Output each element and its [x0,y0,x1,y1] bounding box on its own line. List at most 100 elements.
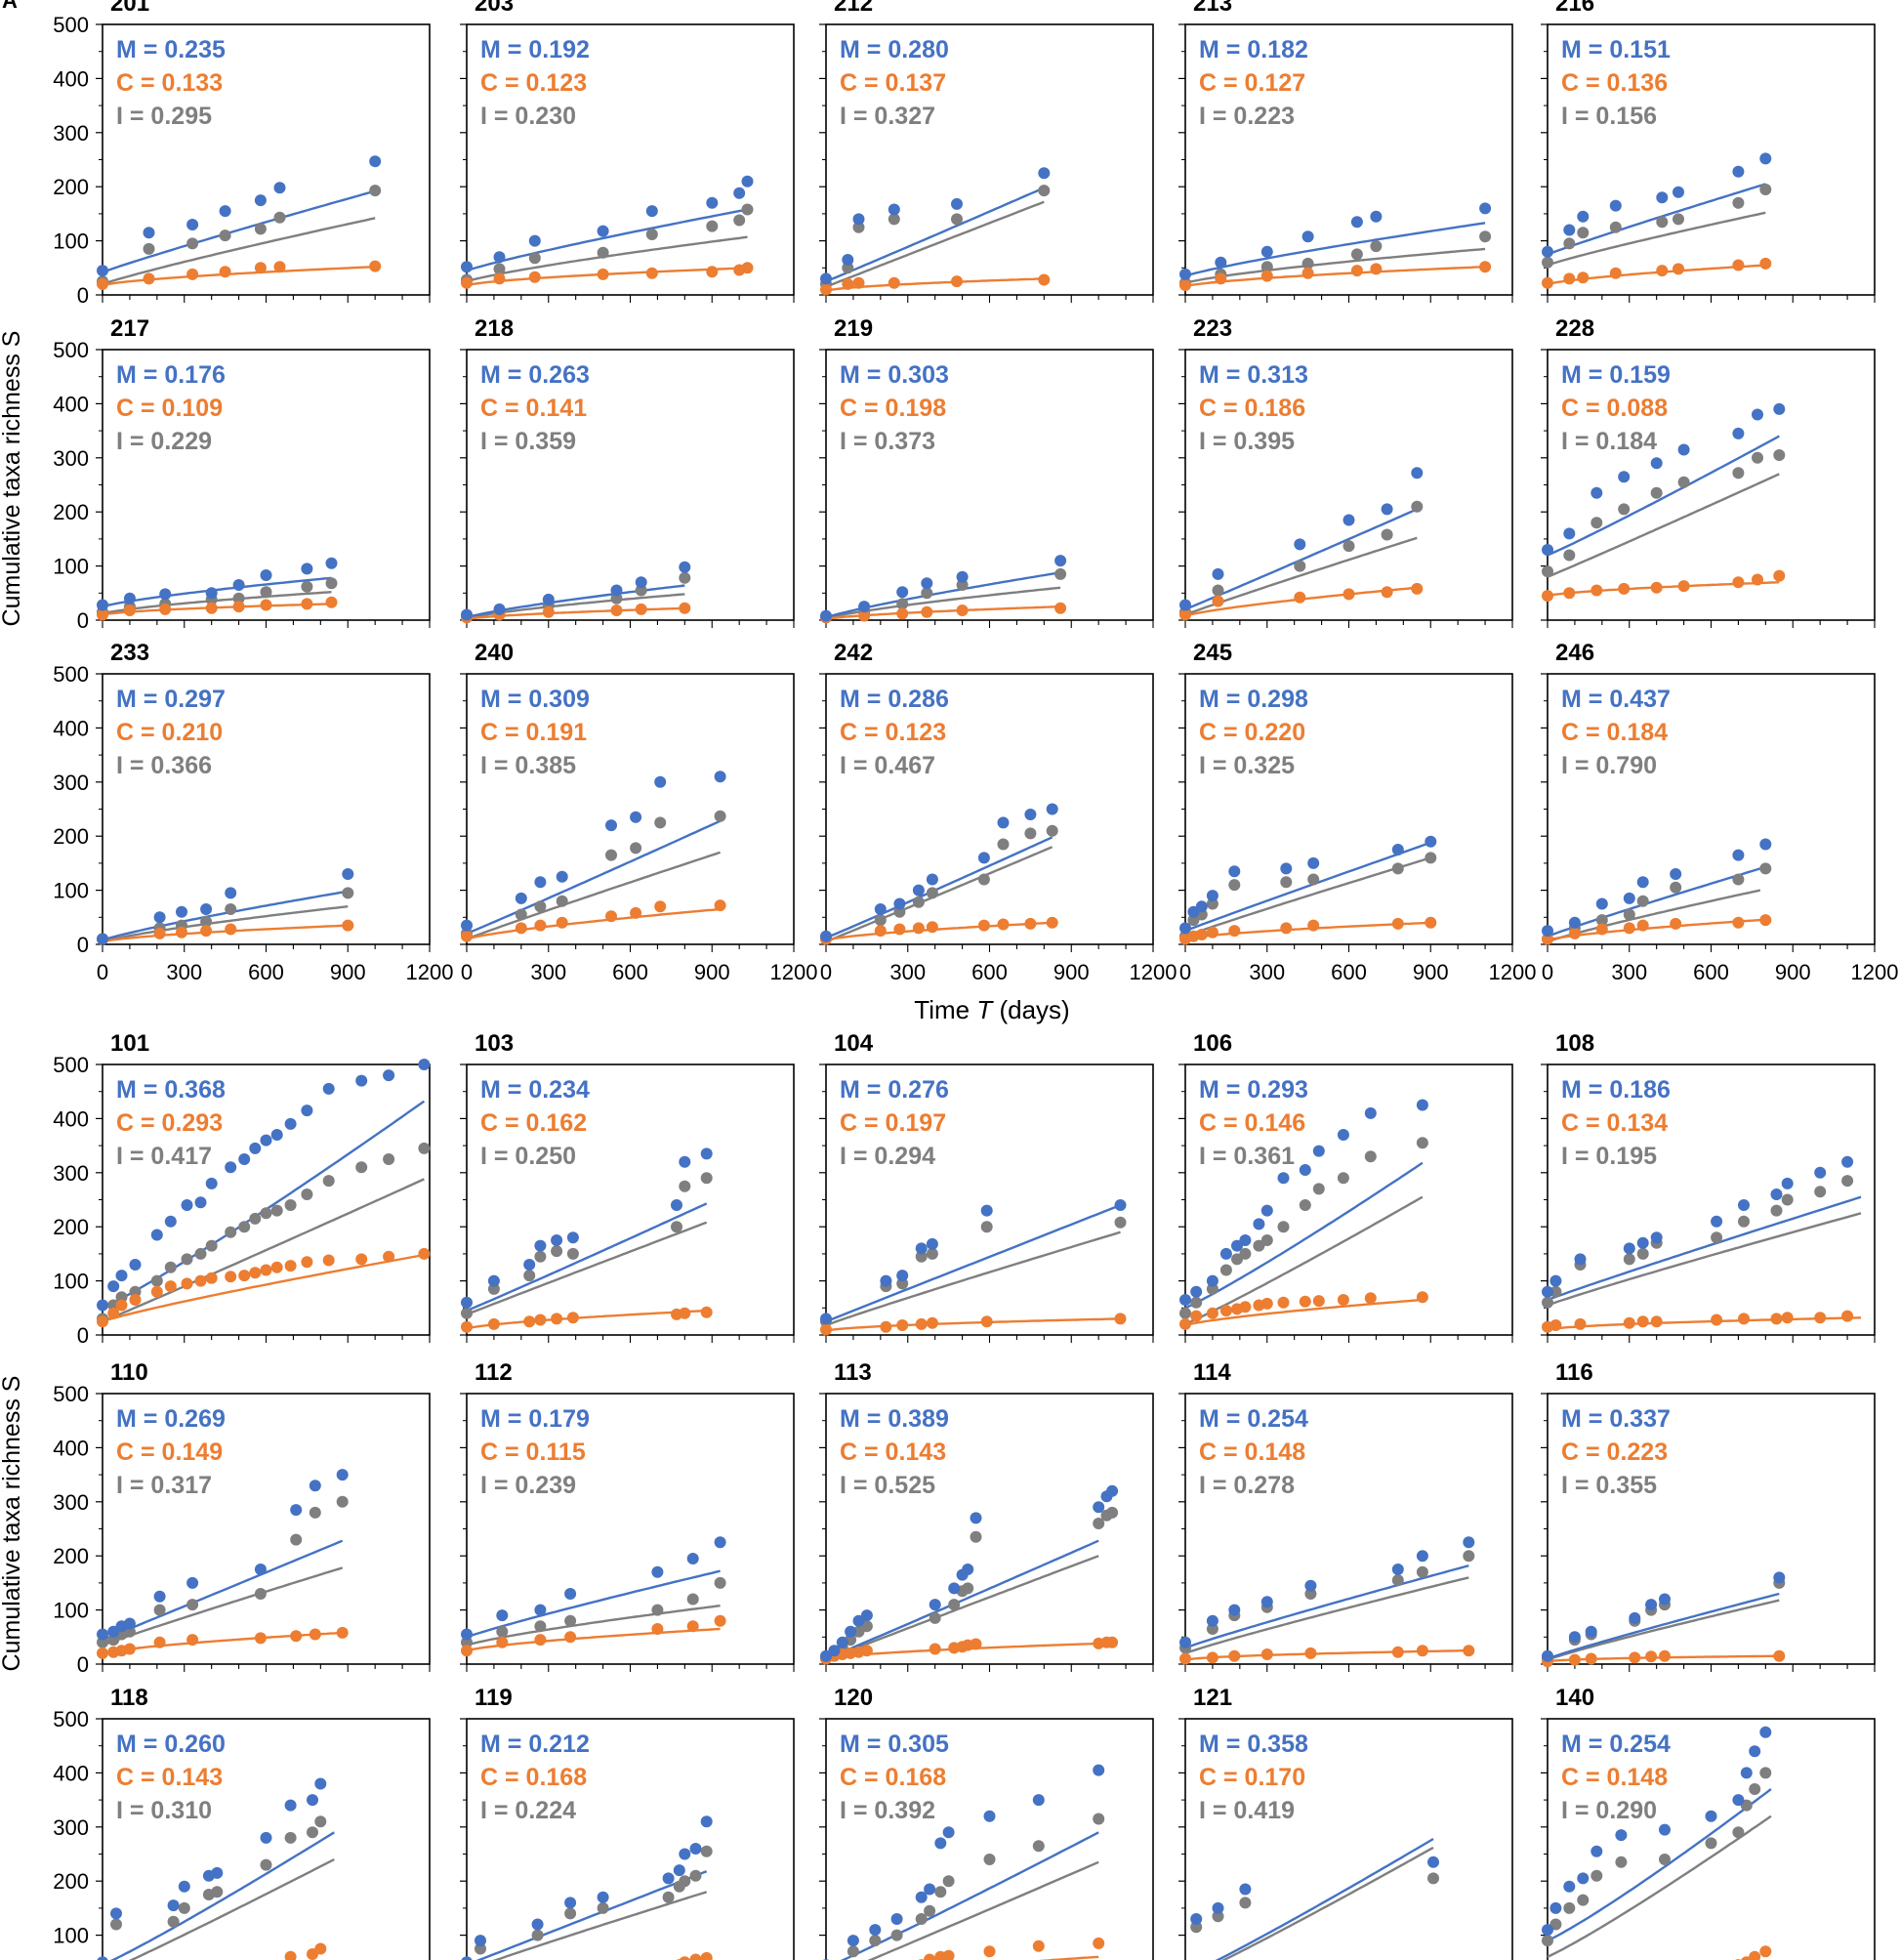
data-point-M [1364,1106,1377,1119]
data-point-M [284,1799,297,1812]
data-point-M [948,1582,961,1595]
data-point-C [164,1280,177,1293]
data-point-I [1046,824,1058,837]
param-M: M = 0.309 [480,686,590,713]
data-point-C [893,923,906,936]
panel-219: 219 M = 0.303 C = 0.198 I = 0.373 [819,315,1154,628]
fit-curve-M [466,1569,721,1639]
data-point-C [143,272,155,285]
data-point-M [556,870,568,883]
data-point-M [1549,1901,1562,1914]
data-point-I [1542,565,1553,578]
data-point-M [534,1239,547,1252]
data-point-C [1106,1636,1119,1648]
data-point-M [1563,1880,1576,1893]
data-point-I [1038,185,1051,197]
data-point-C [556,916,568,929]
fit-curve-I [128,1857,335,1960]
fit-curve-I [825,200,1045,288]
data-point-M [1179,599,1191,611]
data-point-M [1595,897,1608,910]
param-M: M = 0.337 [1561,1405,1671,1433]
data-point-C [1463,1645,1475,1657]
panel-240: 240 0 300 600 900 1200 M = 0.309 C = 0.191 I = 0… [460,640,817,984]
y-tick-label: 100 [53,555,89,579]
data-point-M [115,1270,128,1282]
y-tick-label: 400 [53,1761,89,1785]
param-C: C = 0.149 [116,1439,223,1466]
data-point-C [1759,914,1772,927]
data-point-M [418,1059,431,1070]
panel-title: 140 [1555,1685,1594,1711]
data-point-C [1773,569,1786,582]
data-point-C [336,1626,349,1639]
data-point-I [1032,1840,1045,1853]
data-point-M [970,1512,982,1524]
data-point-I [1427,1872,1439,1885]
data-point-M [1206,1274,1218,1287]
data-point-M [733,187,746,199]
x-tick-label: 600 [612,960,648,984]
data-point-M [1732,849,1745,861]
y-tick-label: 500 [53,13,89,37]
data-point-M [924,1883,936,1896]
data-point-I [1656,216,1669,229]
data-point-I [260,1858,272,1871]
param-M: M = 0.368 [116,1076,226,1104]
param-I: I = 0.224 [480,1797,576,1824]
data-point-M [254,1564,267,1575]
data-point-M [1253,1218,1265,1230]
data-point-M [523,1259,536,1271]
data-point-C [1206,1651,1218,1664]
data-point-M [107,1280,120,1293]
data-point-I [564,1907,577,1920]
param-I: I = 0.385 [480,752,576,779]
y-tick-label: 200 [53,1215,89,1239]
data-point-M [1563,224,1576,236]
panel-114: 114 M = 0.254 C = 0.148 I = 0.278 [1178,1359,1513,1672]
panel-110: 110 0 100 200 300 400 500 M = 0.269 C = 0.149 I =… [53,1359,431,1677]
data-point-M [896,1270,909,1282]
data-point-I [186,1599,199,1611]
param-M: M = 0.276 [840,1076,949,1104]
data-point-M [1629,1611,1641,1624]
data-point-C [97,608,108,621]
data-point-M [980,1204,993,1217]
data-point-C [1574,1317,1587,1330]
data-point-M [564,1588,577,1600]
y-tick-label: 0 [77,933,89,957]
data-point-M [997,816,1010,829]
param-C: C = 0.109 [116,395,223,422]
data-point-M [1740,1767,1753,1779]
data-point-C [1179,1652,1191,1665]
panel-title: 213 [1193,0,1232,17]
fit-curve-M [825,1203,1121,1323]
data-point-I [1759,184,1772,195]
data-point-I [97,1636,108,1648]
data-point-I [1595,914,1608,927]
data-point-I [924,1904,936,1917]
data-point-I [200,915,213,928]
data-point-I [322,1175,335,1188]
panel-frame [466,673,795,945]
fit-curve-M [1184,508,1418,611]
x-axis-label: Time T (days) [914,995,1069,1024]
data-point-M [654,775,667,788]
x-tick-label: 600 [248,960,284,984]
data-point-C [1659,1649,1671,1662]
data-point-I [1370,240,1383,253]
data-point-I [1239,1247,1252,1260]
data-point-C [551,1313,563,1325]
panel-201: 201 0 100 200 300 400 500 M = 0.235 C = 0.133 I =… [53,0,431,308]
param-I: I = 0.239 [480,1472,576,1499]
data-point-M [355,1074,368,1087]
data-point-I [1841,1175,1854,1188]
data-point-M [926,873,938,886]
data-point-C [301,1256,313,1269]
data-point-C [842,277,854,290]
data-point-C [564,1631,577,1644]
y-tick-label: 400 [53,716,89,740]
data-point-I [1277,1221,1290,1233]
panel-title: 203 [475,0,514,17]
data-point-M [1195,900,1208,913]
